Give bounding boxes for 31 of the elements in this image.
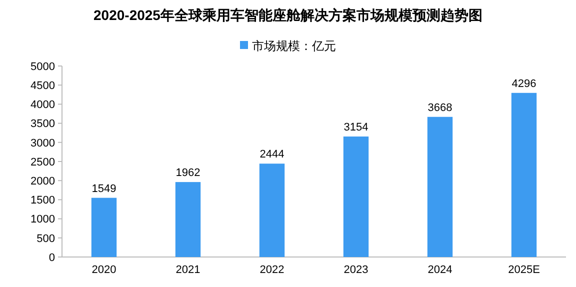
bar xyxy=(427,116,453,257)
x-tick-label: 2022 xyxy=(260,264,284,276)
y-tick-label: 0 xyxy=(48,252,55,264)
bar xyxy=(91,198,117,257)
data-label: 1549 xyxy=(92,182,116,195)
bar xyxy=(259,164,285,257)
y-tick-label: 4000 xyxy=(30,99,55,112)
bar xyxy=(175,182,201,257)
data-label: 3154 xyxy=(344,122,368,134)
x-tick-label: 2020 xyxy=(92,264,116,276)
y-tick-label: 500 xyxy=(36,232,55,245)
data-label: 4296 xyxy=(512,78,536,90)
y-tick-label: 2500 xyxy=(30,156,55,168)
data-label: 3668 xyxy=(428,102,452,114)
y-tick-label: 1500 xyxy=(30,194,55,207)
bar xyxy=(511,92,537,257)
bar xyxy=(343,136,369,257)
y-tick-label: 5000 xyxy=(30,60,55,73)
data-label: 1962 xyxy=(176,167,200,180)
data-label: 2444 xyxy=(260,148,284,161)
x-tick-label: 2024 xyxy=(428,264,452,276)
chart-title: 2020-2025年全球乘用车智能座舱解决方案市场规模预测趋势图 xyxy=(94,7,482,23)
y-tick-label: 3500 xyxy=(30,118,55,130)
y-tick-label: 3000 xyxy=(30,137,55,150)
y-tick-label: 4500 xyxy=(30,80,55,92)
y-tick-label: 2000 xyxy=(30,175,55,188)
x-tick-label: 2025E xyxy=(508,264,540,276)
x-tick-label: 2023 xyxy=(344,264,368,276)
x-tick-label: 2021 xyxy=(176,264,200,276)
legend-label: 市场规模：亿元 xyxy=(252,39,336,53)
y-tick-label: 1000 xyxy=(30,214,55,226)
